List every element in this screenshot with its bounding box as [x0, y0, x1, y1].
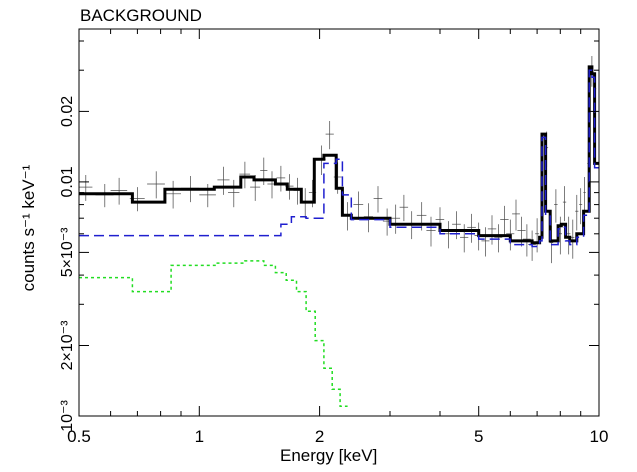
x-tick-label: 2 [315, 427, 324, 446]
data-point [562, 186, 567, 222]
data-point [554, 189, 558, 223]
x-tick-label: 1 [195, 427, 204, 446]
data-point [79, 175, 93, 201]
data-point [494, 224, 503, 253]
data-point [416, 202, 427, 231]
plot-frame [78, 28, 600, 417]
y-tick-label: 0.02 [59, 96, 76, 127]
data-point [426, 216, 436, 247]
data-point [579, 188, 583, 225]
data-point [399, 194, 409, 222]
data-point [500, 205, 509, 236]
data-point [481, 227, 490, 257]
data-point [571, 219, 575, 259]
data-point [567, 216, 571, 255]
model-line-blue [79, 69, 599, 248]
data-point [583, 177, 586, 212]
data-point [452, 211, 461, 240]
y-axis-label: counts s⁻¹ keV⁻¹ [19, 164, 38, 292]
y-tick-label: 5×10⁻³ [59, 227, 76, 277]
data-point [535, 218, 540, 253]
data-point [217, 166, 230, 195]
data-point [487, 215, 497, 245]
series-layer [79, 65, 599, 408]
x-axis-label: Energy [keV] [280, 446, 378, 465]
data-point [391, 204, 401, 234]
data-point [239, 161, 251, 189]
data-point [575, 194, 579, 231]
data-point [325, 121, 334, 150]
data-point [353, 191, 364, 220]
data-point [147, 171, 165, 199]
x-tick-label: 10 [590, 427, 609, 446]
y-tick-label: 2×10⁻³ [59, 320, 76, 370]
y-tick-label: 0.01 [59, 166, 76, 197]
data-point [460, 224, 469, 253]
data-point [444, 221, 453, 249]
x-tick-label: 5 [474, 427, 483, 446]
chart-title: BACKGROUND [80, 6, 202, 25]
model-line-green [79, 260, 348, 408]
data-point [228, 179, 240, 208]
data-point [512, 199, 520, 231]
data-point [467, 213, 476, 243]
y-tick-label: 10⁻³ [59, 400, 76, 432]
tick-layer: 0.5 1 2 5 10 10⁻³ 2×10⁻³ 5×10⁻³ 0.01 0.02 [59, 29, 608, 446]
data-point [95, 184, 114, 208]
x-tick-label: 0.5 [67, 427, 91, 446]
data-point [164, 180, 181, 209]
data-point [110, 177, 128, 205]
data-point [373, 186, 383, 213]
model-line-total [79, 65, 599, 245]
data-point [276, 165, 286, 192]
